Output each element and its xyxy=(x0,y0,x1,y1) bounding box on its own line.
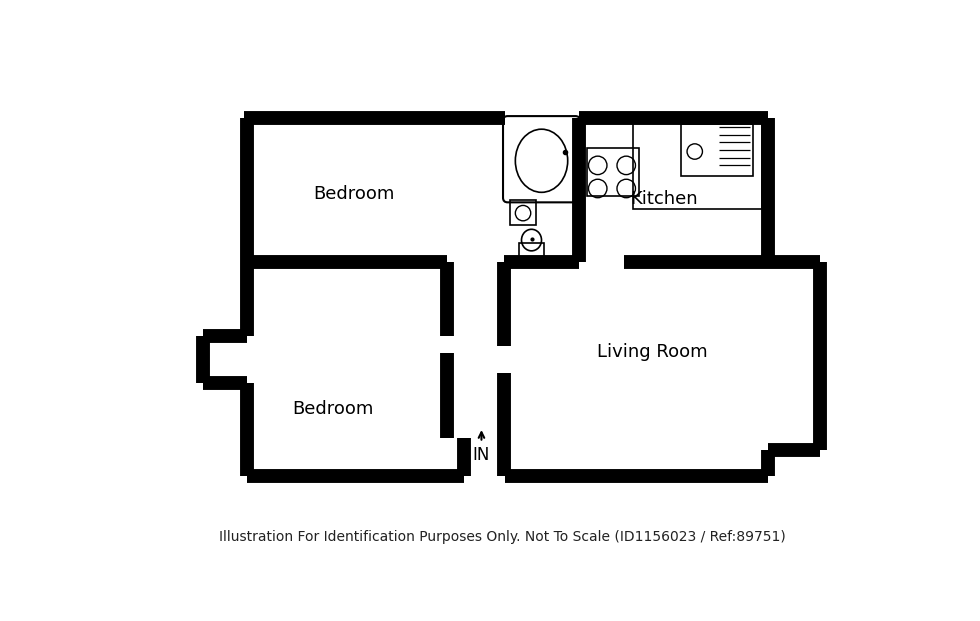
Bar xyxy=(587,148,639,196)
Text: Bedroom: Bedroom xyxy=(314,185,395,203)
Bar xyxy=(510,200,536,225)
Text: Living Room: Living Room xyxy=(597,343,708,361)
Text: Bedroom: Bedroom xyxy=(292,401,373,419)
Text: Illustration For Identification Purposes Only. Not To Scale (ID1156023 / Ref:897: Illustration For Identification Purposes… xyxy=(219,530,786,543)
Bar xyxy=(519,243,544,257)
Text: IN: IN xyxy=(472,446,490,465)
Bar xyxy=(633,119,761,209)
Text: Kitchen: Kitchen xyxy=(630,190,698,208)
Bar xyxy=(681,124,753,176)
